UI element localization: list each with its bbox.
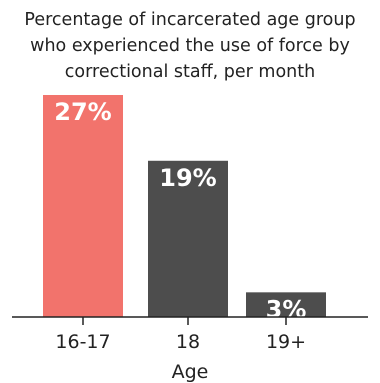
x-tick-label-18: 18 — [176, 331, 200, 353]
chart-title-line-3: correctional staff, per month — [65, 62, 315, 82]
bar-19+ — [246, 292, 326, 317]
bar-18 — [148, 160, 228, 317]
bars-group: 27%19%3% — [43, 95, 326, 323]
data-label-18: 19% — [159, 164, 216, 192]
bar-16-17 — [43, 95, 123, 317]
x-axis-ticks: 16-17 18 19+ — [55, 317, 306, 353]
data-label-16-17: 27% — [54, 98, 111, 126]
x-tick-label-16-17: 16-17 — [55, 331, 110, 353]
x-tick-label-19+: 19+ — [266, 331, 306, 353]
x-axis-label: Age — [172, 361, 209, 383]
chart-title-line-2: who experienced the use of force by — [30, 36, 350, 56]
chart-title-line-1: Percentage of incarcerated age group — [24, 10, 355, 30]
chart-title: Percentage of incarcerated age group who… — [24, 10, 355, 82]
